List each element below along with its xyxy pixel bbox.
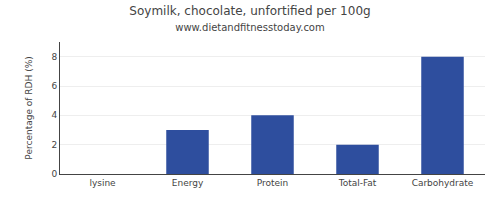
svg-text:Energy: Energy xyxy=(172,178,204,188)
svg-text:lysine: lysine xyxy=(89,178,116,188)
svg-text:Total-Fat: Total-Fat xyxy=(338,178,377,188)
svg-text:Percentage of RDH (%): Percentage of RDH (%) xyxy=(24,56,34,159)
svg-text:4: 4 xyxy=(51,110,57,120)
svg-text:Protein: Protein xyxy=(257,178,289,188)
svg-text:Soymilk, chocolate, unfortifie: Soymilk, chocolate, unfortified per 100g… xyxy=(129,4,370,33)
svg-text:6: 6 xyxy=(51,81,57,91)
svg-text:2: 2 xyxy=(51,140,57,150)
svg-text:Carbohydrate: Carbohydrate xyxy=(412,178,474,188)
svg-text:0: 0 xyxy=(51,169,57,179)
svg-text:8: 8 xyxy=(51,52,57,62)
